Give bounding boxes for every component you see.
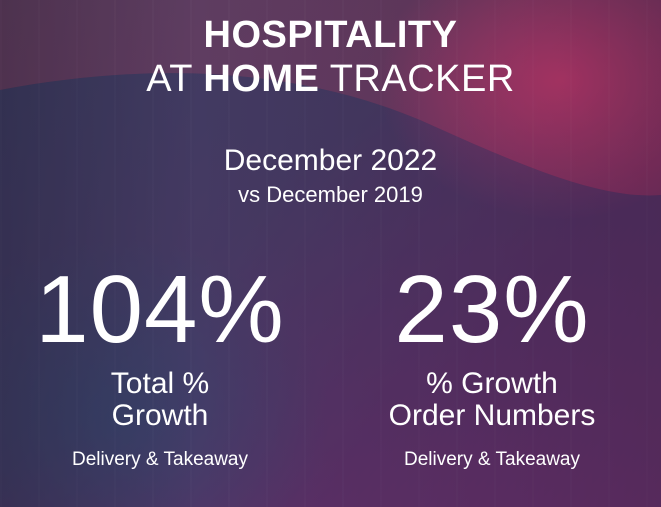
stat-note: Delivery & Takeaway	[71, 449, 248, 470]
title-suffix: TRACKER	[329, 58, 515, 100]
title-bold-word: HOME	[203, 58, 320, 100]
stat-note: Delivery & Takeaway	[403, 449, 580, 470]
period-comparison: vs December 2019	[238, 182, 423, 207]
stat-label-line2: Order Numbers	[388, 399, 596, 432]
stat-value: 23%	[394, 256, 590, 363]
title-hospitality: HOSPITALITY	[203, 14, 458, 56]
stat-label: Total % Growth	[20, 368, 300, 432]
period-heading: December 2022	[223, 144, 438, 177]
stat-label-line1: Total %	[110, 367, 210, 400]
stat-label-line1: % Growth	[426, 367, 558, 400]
stat-value: 104%	[35, 256, 285, 363]
stat-label: % Growth Order Numbers	[352, 368, 632, 432]
stat-label-line2: Growth	[111, 399, 209, 432]
title-prefix: AT	[146, 58, 193, 100]
title-at-home-tracker: AT HOME TRACKER	[0, 58, 661, 100]
